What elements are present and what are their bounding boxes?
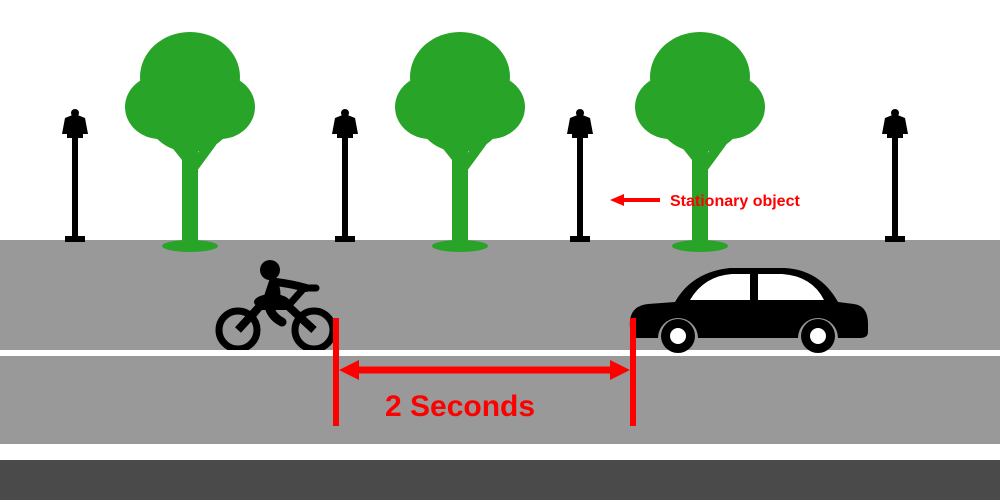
stationary-arrow-icon xyxy=(610,190,665,210)
motorcycle-icon xyxy=(210,258,340,350)
car-icon xyxy=(620,258,870,353)
tree-2 xyxy=(390,22,530,257)
lamp-3 xyxy=(555,106,605,251)
road-gap xyxy=(0,450,1000,460)
gap-label: 2 Seconds xyxy=(385,390,535,424)
lamp-1 xyxy=(50,106,100,251)
lamp-4 xyxy=(870,106,920,251)
dark-strip xyxy=(0,460,1000,500)
tree-1 xyxy=(120,22,260,257)
stationary-label: Stationary object xyxy=(670,193,800,211)
gap-bar-right xyxy=(630,318,636,426)
lamp-2 xyxy=(320,106,370,251)
tree-3 xyxy=(630,22,770,257)
gap-arrow-icon xyxy=(339,358,630,382)
